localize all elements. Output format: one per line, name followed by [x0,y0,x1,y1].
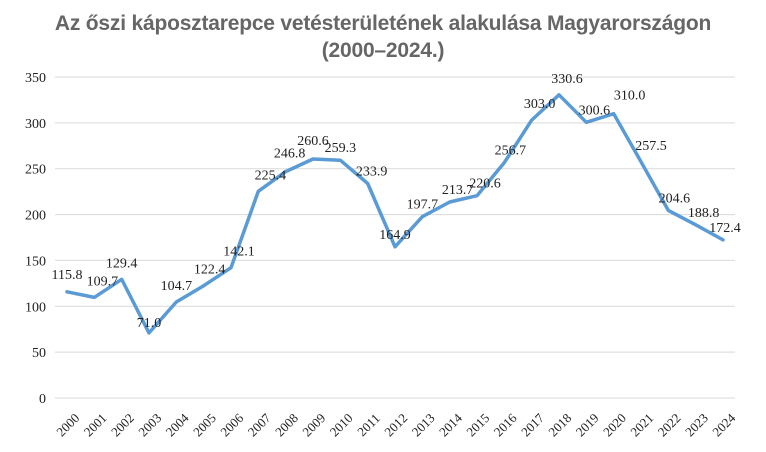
x-tick-label-2005: 2005 [190,410,219,439]
y-tick-label-200: 200 [25,209,46,224]
x-tick-label-2013: 2013 [409,410,438,439]
data-label-2005: 122.4 [194,263,226,278]
y-tick-label-250: 250 [25,163,46,178]
x-tick-label-2018: 2018 [545,410,574,439]
data-label-2001: 109.7 [87,274,119,289]
series-line [65,93,725,335]
x-tick-label-2016: 2016 [491,410,520,439]
data-label-2006: 142.1 [223,245,255,260]
y-tick-label-150: 150 [25,254,46,269]
chart-title-line2: (2000–2024.) [321,39,445,62]
data-label-2011: 233.9 [356,164,388,179]
data-label-2016: 256.7 [495,144,527,159]
data-label-2021: 257.5 [635,139,667,154]
y-tick-label-50: 50 [32,346,46,361]
data-label-2020: 310.0 [614,89,646,104]
x-tick-label-2008: 2008 [272,410,301,439]
x-tick-label-2003: 2003 [135,410,164,439]
data-label-2012: 164.9 [379,228,411,243]
x-tick-label-2006: 2006 [217,410,246,439]
x-tick-label-2014: 2014 [436,410,465,439]
data-label-2013: 197.7 [407,198,439,213]
data-label-2004: 104.7 [161,279,193,294]
x-tick-label-2015: 2015 [463,410,492,439]
data-label-2010: 259.3 [325,141,357,156]
x-tick-label-2020: 2020 [600,410,629,439]
data-label-2000: 115.8 [52,268,83,283]
x-tick-label-2012: 2012 [381,410,410,439]
data-label-2002: 129.4 [106,256,138,271]
y-tick-label-100: 100 [25,300,46,315]
data-label-2008: 246.8 [274,147,306,162]
data-label-2007: 225.4 [255,168,287,183]
data-label-2024: 172.4 [709,221,741,236]
data-label-2003: 71.0 [137,316,162,331]
data-label-2014: 213.7 [442,183,474,198]
data-label-2015: 220.6 [469,177,501,192]
x-tick-label-2021: 2021 [627,410,656,439]
y-tick-label-350: 350 [25,71,46,86]
data-label-2017: 303.0 [524,97,556,112]
y-tick-label-0: 0 [39,392,46,407]
chart-title-line1: Az őszi káposztarepce vetésterületének a… [54,12,712,35]
x-tick-label-2001: 2001 [81,410,110,439]
x-tick-label-2000: 2000 [53,410,82,439]
x-tick-label-2023: 2023 [682,410,711,439]
data-label-2018: 330.6 [551,72,583,87]
x-tick-label-2011: 2011 [354,410,383,439]
x-tick-label-2017: 2017 [518,410,547,439]
data-label-2022: 204.6 [659,191,691,206]
data-label-2023: 188.8 [688,206,720,221]
x-tick-label-2010: 2010 [327,410,356,439]
x-tick-label-2002: 2002 [108,410,137,439]
x-tick-label-2024: 2024 [709,410,738,439]
y-tick-label-300: 300 [25,117,46,132]
x-tick-label-2004: 2004 [163,410,192,439]
x-tick-label-2022: 2022 [655,410,684,439]
data-label-2009: 260.6 [297,134,329,149]
chart-title: Az őszi káposztarepce vetésterületének a… [0,10,766,64]
data-label-2019: 300.6 [579,103,611,118]
x-tick-label-2007: 2007 [245,410,274,439]
x-tick-label-2019: 2019 [573,410,602,439]
x-tick-label-2009: 2009 [299,410,328,439]
